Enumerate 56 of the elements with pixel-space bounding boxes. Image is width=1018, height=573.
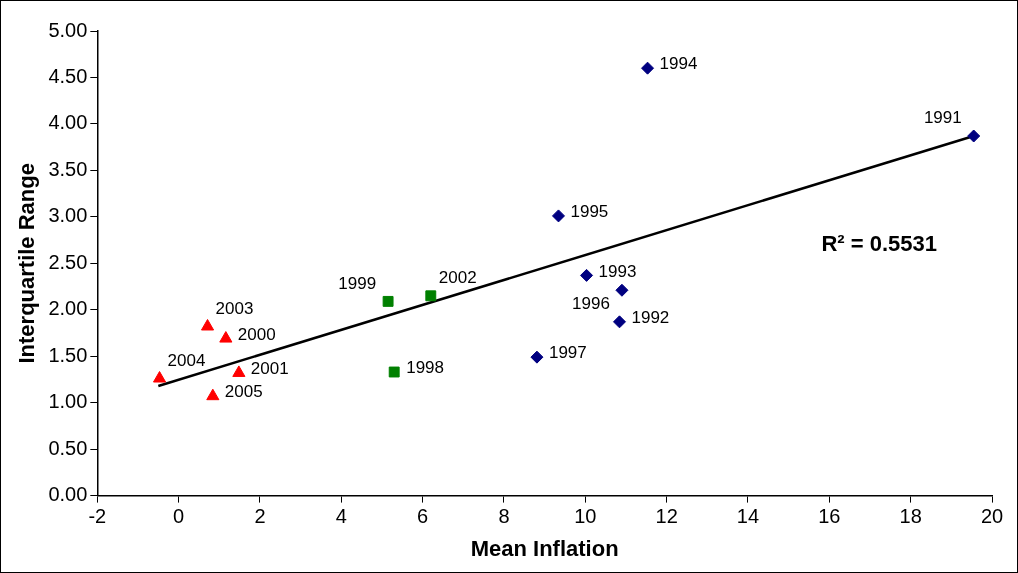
x-tick-label: 0 [173, 505, 185, 528]
annotation: 1995 [570, 202, 609, 222]
x-tick-label: 16 [818, 505, 841, 528]
x-tick-label: 4 [335, 505, 347, 528]
y-tick-label: 3.00 [48, 204, 88, 227]
annotation: 2005 [224, 382, 263, 402]
y-tick-label: 5.00 [48, 18, 88, 41]
x-tick-label: 20 [980, 505, 1004, 528]
point [612, 315, 626, 329]
annotation: 2000 [237, 324, 276, 344]
annotation: 1998 [406, 358, 445, 378]
annotation: 2001 [250, 359, 289, 379]
y-tick-label: 1.50 [48, 343, 88, 366]
x-axis-title: Mean Inflation [470, 535, 619, 561]
y-tick-label: 2.00 [48, 297, 88, 320]
annotation: 1994 [659, 54, 698, 74]
x-tick-label: 6 [417, 505, 429, 528]
point [388, 366, 400, 378]
point [425, 290, 437, 302]
annotation: 1991 [923, 108, 962, 128]
annotation: 2004 [167, 350, 206, 370]
y-tick-label: 4.50 [48, 64, 88, 87]
point [206, 388, 220, 401]
y-tick-label: 2.50 [48, 250, 88, 273]
y-tick-label: 0.00 [48, 483, 88, 506]
y-tick-label: 3.50 [48, 157, 88, 180]
annotation: 1997 [548, 343, 587, 363]
annotation: R² = 0.5531 [821, 230, 937, 256]
annotation: 1999 [338, 273, 377, 293]
y-axis-title: Interquartile Range [14, 163, 40, 364]
point [219, 331, 233, 343]
point [641, 61, 655, 75]
point [152, 371, 167, 383]
x-tick-label: -2 [88, 505, 107, 528]
point [967, 129, 981, 143]
annotation: 1996 [572, 294, 610, 314]
x-tick-label: 8 [498, 505, 510, 528]
annotation: 1992 [631, 308, 670, 328]
point [551, 209, 565, 223]
y-tick-label: 4.00 [48, 111, 88, 134]
annotation: 1993 [598, 261, 637, 281]
y-tick-label: 0.50 [48, 436, 88, 459]
point [530, 350, 544, 364]
x-tick-label: 2 [254, 505, 266, 528]
x-tick-label: 10 [574, 505, 597, 528]
point [200, 318, 215, 331]
annotation: 2003 [215, 298, 254, 318]
y-tick-label: 1.00 [48, 390, 88, 413]
x-tick-label: 12 [655, 505, 678, 528]
x-tick-label: 18 [899, 505, 922, 528]
point [232, 365, 246, 377]
point [382, 295, 394, 307]
point [580, 268, 594, 282]
annotation: 2002 [438, 268, 477, 288]
x-tick-label: 14 [736, 505, 760, 528]
point [615, 283, 629, 297]
